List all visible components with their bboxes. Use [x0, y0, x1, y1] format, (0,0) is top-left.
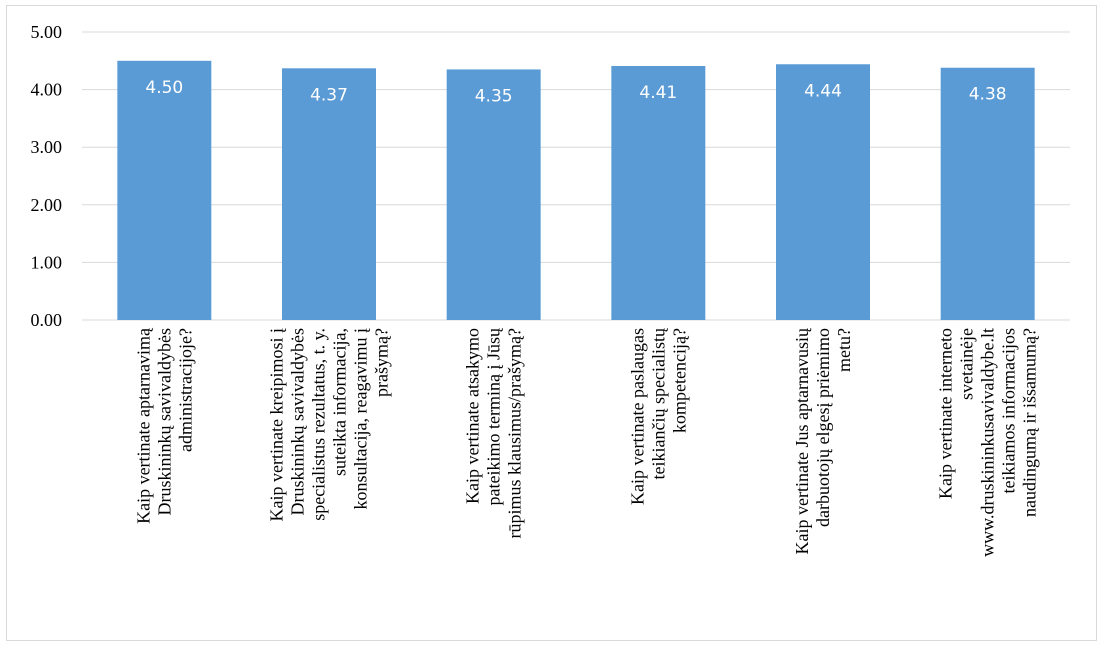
bar [282, 68, 376, 321]
x-category-label-line: Kaip vertinate aptarnavimą [133, 327, 153, 524]
y-tick-label: 3.00 [31, 137, 63, 157]
x-category-label-line: pateikimo terminą į Jūsų [484, 327, 504, 505]
x-category-label-line: Kaip vertinate atsakymo [463, 328, 483, 504]
bar [940, 67, 1035, 320]
x-category-label: Kaip vertinate Jus aptarnavusių darbuotoj… [792, 327, 854, 554]
x-category-label-line: teikiamos informacijos [999, 328, 1019, 493]
x-category-label-line: naudingumą ir išsamumą? [1020, 328, 1040, 517]
data-label: 4.35 [475, 86, 513, 106]
bar [117, 60, 212, 321]
x-category-label: Kaip vertinate paslaugas teikiančių speci… [627, 327, 689, 505]
x-category-label-line: Kaip vertinate interneto [936, 328, 956, 499]
x-category-label-line: prašymą? [372, 328, 392, 397]
x-category-label-line: Kaip vertinate Jus aptarnavusių [792, 327, 812, 554]
data-label: 4.41 [639, 83, 677, 103]
x-category-label-line: kompetenciją? [669, 328, 689, 433]
bar [446, 69, 541, 320]
y-tick-label: 4.00 [31, 80, 63, 100]
data-label: 4.44 [804, 81, 842, 101]
x-category-label: Kaip vertinate aptarnavimą Druskininkų sa… [133, 327, 195, 524]
y-tick-label: 0.00 [31, 310, 63, 330]
x-category-label-line: konsultacija, reagavimu į [351, 328, 371, 509]
x-category-label-line: metu? [834, 328, 854, 372]
x-category-label: Kaip vertinate atsakymo pateikimo terminą… [463, 327, 525, 538]
bar [611, 65, 706, 320]
x-category-label-line: Kaip vertinate kreipimosi į [267, 328, 287, 521]
x-category-label-line: Druskininkų savivaldybės [288, 328, 308, 515]
data-label: 4.37 [310, 85, 348, 105]
y-tick-label: 1.00 [31, 252, 63, 272]
data-label: 4.50 [145, 78, 183, 98]
y-tick-label: 2.00 [31, 195, 63, 215]
x-category-label: Kaip vertinate kreipimosi į Druskininkų s… [267, 328, 392, 521]
x-category-label-line: rūpimus klausimus/prašymą? [505, 328, 525, 538]
x-category-label: Kaip vertinate interneto svetainėje www.dr… [936, 328, 1040, 557]
x-category-label-line: darbuotojų elgesį priėmimo [813, 328, 833, 527]
x-category-label-line: Kaip vertinate paslaugas [627, 328, 647, 505]
x-category-label-line: administracijoje? [175, 328, 195, 452]
x-category-label-line: suteikta informacija, [330, 328, 350, 476]
x-category-label-line: teikiančių specialistų [648, 327, 668, 479]
x-category-label-line: www.druskininkusavivaldybe.lt [978, 328, 998, 557]
y-tick-label: 5.00 [31, 22, 63, 42]
x-category-label-line: Druskininkų savivaldybės [154, 328, 174, 515]
bar [776, 64, 870, 320]
x-category-label-line: svetainėje [957, 328, 977, 400]
data-label: 4.38 [969, 85, 1007, 105]
x-category-label-line: specialistus rezultatus, t. y. [309, 328, 329, 521]
